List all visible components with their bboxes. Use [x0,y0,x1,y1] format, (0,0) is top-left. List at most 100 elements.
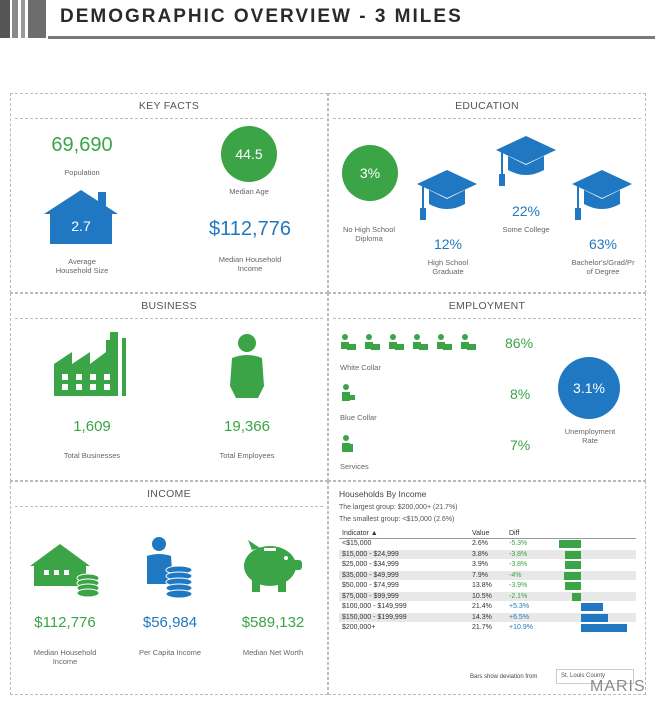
hbi-deviation-bar [581,603,604,611]
hbi-header-row: Indicator ▲ Value Diff [339,529,636,539]
divider [333,118,641,119]
median-age-label: Median Age [229,187,269,196]
header-accent-bar [21,0,25,38]
median-hh-income-label: Median Household Income [33,648,97,666]
hbi-indicator: $100,000 - $149,999 [339,601,469,613]
services-worker-icon [342,435,353,452]
table-row: $35,000 - $49,999 7.9% -4% [339,570,636,581]
hbi-diff: +5.3% [506,601,560,613]
total-employees-label: Total Employees [219,451,275,460]
unemployment-circle: 3.1% [558,357,620,419]
blue-collar-label: Blue Collar [340,413,377,422]
blue-collar-value: 8% [510,386,531,402]
hbi-bar-cell [560,591,636,602]
employment-title: EMPLOYMENT [448,300,526,312]
hbi-bar-cell [560,559,636,571]
table-row: $200,000+ 21.7% +10.9% [339,622,636,634]
total-businesses-label: Total Businesses [63,451,121,460]
hs-grad-value: 12% [433,236,463,252]
office-worker-icon [461,334,476,350]
hbi-title: Households By Income [339,489,427,499]
header-underline [48,36,655,39]
table-row: $100,000 - $149,999 21.4% +5.3% [339,601,636,613]
employment-panel: EMPLOYMENT [328,293,646,481]
hbi-value: 3.9% [469,559,506,571]
business-title: BUSINESS [141,300,197,312]
income-panel: INCOME [10,481,328,695]
person-icon [230,334,264,398]
compare-area-select[interactable]: St. Louis County [556,669,634,684]
maris-watermark: MARIS [590,678,646,695]
page-header: DEMOGRAPHIC OVERVIEW - 3 MILES [0,0,655,40]
hbi-table: Indicator ▲ Value Diff <$15,000 2.6% -5.3%… [339,529,636,634]
hbi-deviation-bar [564,571,581,580]
income-title: INCOME [147,488,191,500]
median-age-value: 44.5 [235,146,263,162]
services-value: 7% [510,437,531,453]
some-college-label: Some College [502,225,550,234]
office-worker-icon [437,334,452,350]
household-size-label: Average Household Size [55,257,109,275]
graduation-cap-icon [496,136,556,186]
total-employees-value: 19,366 [224,418,270,435]
divider [333,318,641,319]
per-capita-income-label: Per Capita Income [138,648,202,657]
blue-collar-worker-icon [342,384,355,401]
table-row: $50,000 - $74,999 13.8% -3.9% [339,580,636,592]
hbi-diff: -2.1% [506,591,560,602]
hbi-value: 21.7% [469,622,506,634]
table-row: $150,000 - $199,999 14.3% +6.5% [339,612,636,623]
median-hh-income-value: $112,776 [34,614,96,631]
hbi-indicator: $200,000+ [339,622,469,634]
hbi-indicator: $35,000 - $49,999 [339,570,469,581]
hbi-deviation-bar [581,613,609,622]
hbi-bar-cell [560,580,636,592]
median-income-label: Median Household Income [218,255,282,273]
business-panel: BUSINESS [10,293,328,481]
no-hs-value: 3% [359,165,381,181]
hbi-col-value[interactable]: Value [469,529,506,539]
hbi-diff: -3.8% [506,559,560,571]
header-accent-bar [0,0,10,38]
hbi-indicator: <$15,000 [339,538,469,550]
hbi-bar-cell [560,612,636,623]
bachelors-value: 63% [588,236,618,252]
hbi-footnote: Bars show deviation from [470,674,538,680]
hbi-smallest: The smallest group: <$15,000 (2.6%) [339,516,455,523]
hbi-indicator: $75,000 - $99,999 [339,591,469,602]
graduation-cap-icon [572,170,632,220]
median-income-value: $112,776 [209,218,291,240]
hbi-diff: +6.5% [506,612,560,623]
hbi-value: 10.5% [469,591,506,602]
bachelors-label: Bachelor's/Grad/Pr of Degree [571,258,635,276]
hbi-value: 2.6% [469,538,506,550]
some-college-value: 22% [511,203,541,219]
population-label: Population [64,168,100,177]
office-worker-icon [341,334,356,350]
hbi-bar-cell [560,549,636,560]
no-hs-circle: 3% [342,145,398,201]
hbi-largest: The largest group: $200,000+ (21.7%) [339,504,458,511]
median-net-worth-label: Median Net Worth [242,648,304,657]
key-facts-panel: KEY FACTS [10,93,328,293]
white-collar-label: White Collar [340,363,381,372]
hbi-diff: -3.9% [506,580,560,592]
hbi-diff: -3.8% [506,549,560,560]
per-capita-income-value: $56,984 [142,614,198,631]
hbi-col-bar [560,529,636,539]
divider [15,118,323,119]
hbi-col-indicator[interactable]: Indicator ▲ [339,529,469,539]
education-panel: EDUCATION [328,93,646,293]
unemployment-value: 3.1% [573,380,605,396]
hbi-col-diff[interactable]: Diff [506,529,560,539]
hbi-indicator: $25,000 - $34,999 [339,559,469,571]
table-row: $25,000 - $34,999 3.9% -3.8% [339,559,636,571]
key-facts-title: KEY FACTS [138,100,200,112]
population-value: 69,690 [51,134,113,156]
header-accent-bar [12,0,18,38]
header-accent-bar [28,0,46,38]
total-businesses-value: 1,609 [73,418,111,435]
page-title: DEMOGRAPHIC OVERVIEW - 3 MILES [60,6,463,27]
hbi-indicator: $150,000 - $199,999 [339,612,469,623]
hbi-bar-cell [560,570,636,581]
